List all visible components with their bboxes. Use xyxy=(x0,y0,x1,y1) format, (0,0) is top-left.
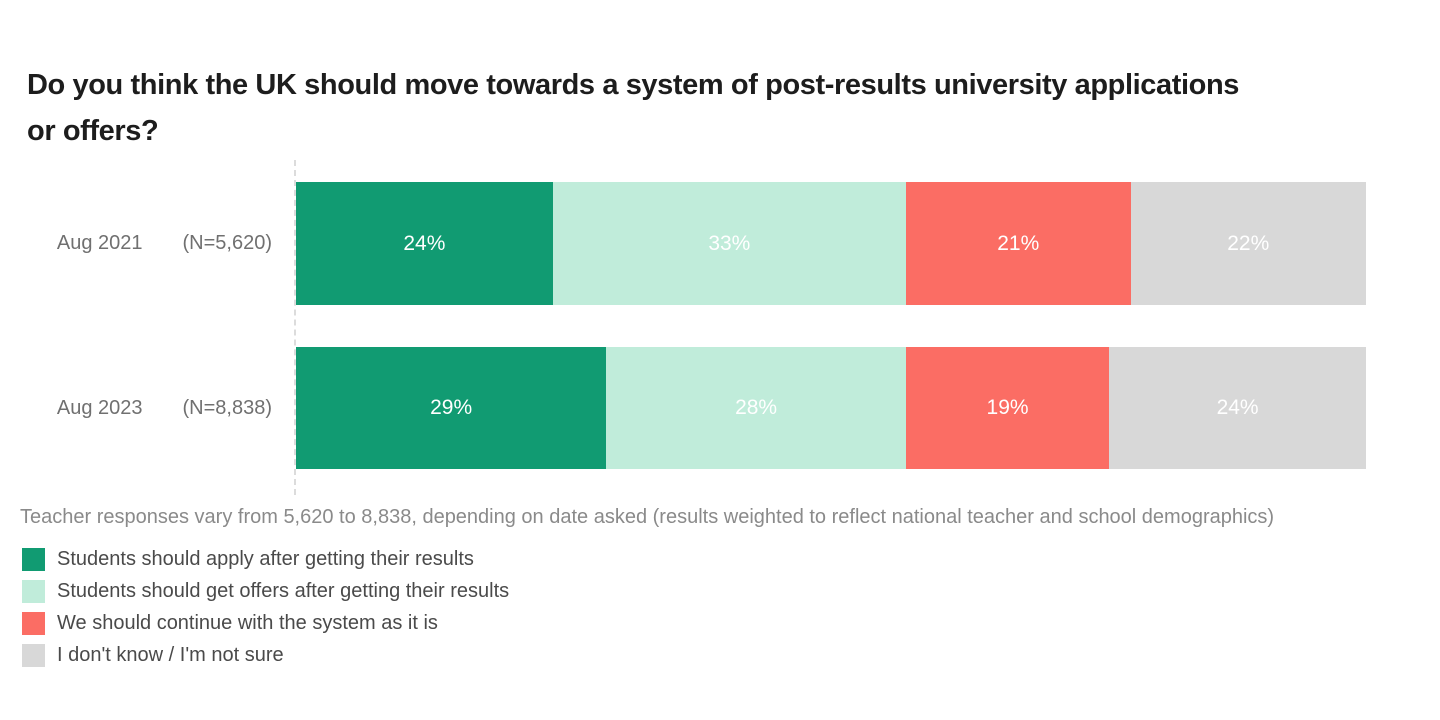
legend-label: Students should apply after getting thei… xyxy=(57,548,474,570)
footnote: Teacher responses vary from 5,620 to 8,8… xyxy=(20,506,1275,528)
legend-swatch xyxy=(22,612,45,635)
bar-segment-value: 21% xyxy=(997,231,1040,255)
bar-segment: 28% xyxy=(606,347,906,469)
legend-item: I don't know / I'm not sure xyxy=(22,644,509,667)
legend-label: Students should get offers after getting… xyxy=(57,580,510,602)
bar-segment: 33% xyxy=(552,182,906,305)
bar-segment-value: 22% xyxy=(1227,231,1270,255)
bar-segment-value: 29% xyxy=(430,396,473,419)
legend-swatch xyxy=(22,548,45,571)
legend-label: We should continue with the system as it… xyxy=(57,612,438,634)
legend-item: Students should apply after getting thei… xyxy=(22,548,509,571)
bar-track: 24% 33% 21% 22% xyxy=(296,182,1366,305)
legend-swatch xyxy=(22,644,45,667)
axis-baseline-dashed xyxy=(294,160,296,495)
bar-segment-value: 24% xyxy=(403,231,446,255)
legend: Students should apply after getting thei… xyxy=(22,548,509,676)
bar-segment-value: 24% xyxy=(1216,396,1259,419)
bar-segment: 24% xyxy=(1109,347,1366,469)
legend-item: We should continue with the system as it… xyxy=(22,612,509,635)
legend-swatch xyxy=(22,580,45,603)
bar-segment-value: 28% xyxy=(735,396,778,419)
bar-segment: 24% xyxy=(296,182,553,305)
bar-row: Aug 2021 (N=5,620) 24% 33% 21% 22% xyxy=(0,182,1440,305)
chart-title-line1: Do you think the UK should move towards … xyxy=(27,69,1240,101)
legend-item: Students should get offers after getting… xyxy=(22,580,509,603)
row-labels: Aug 2021 (N=5,620) xyxy=(0,182,272,305)
row-label-sample-size: (N=8,838) xyxy=(182,396,273,419)
bar-segment-value: 33% xyxy=(708,231,751,255)
bar-row: Aug 2023 (N=8,838) 29% 28% 19% 24% xyxy=(0,347,1440,469)
bar-segment: 21% xyxy=(905,182,1131,305)
row-label-date: Aug 2023 xyxy=(56,396,143,419)
bar-track: 29% 28% 19% 24% xyxy=(296,347,1366,469)
bar-segment: 19% xyxy=(905,347,1110,469)
row-labels: Aug 2023 (N=8,838) xyxy=(0,347,272,469)
bar-segment: 29% xyxy=(296,347,607,469)
bar-segment-value: 19% xyxy=(986,396,1029,419)
row-label-sample-size: (N=5,620) xyxy=(182,232,273,254)
bar-segment: 22% xyxy=(1130,182,1366,305)
chart-title-line2: or offers? xyxy=(27,115,159,147)
chart-title: Do you think the UK should move towards … xyxy=(27,62,1422,154)
row-label-date: Aug 2021 xyxy=(56,232,143,254)
legend-label: I don't know / I'm not sure xyxy=(57,644,284,666)
